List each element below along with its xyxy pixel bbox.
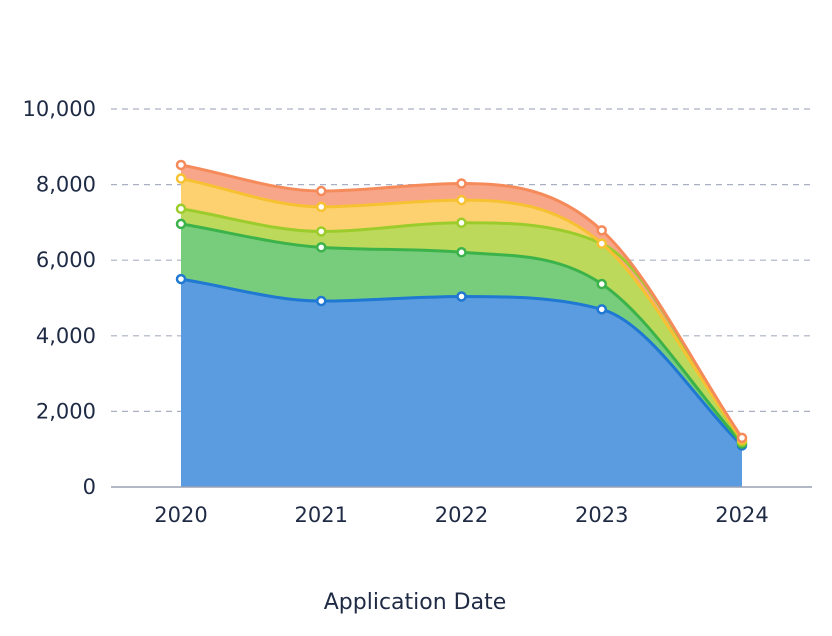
y-tick-label: 10,000	[23, 97, 96, 121]
y-tick-label: 6,000	[36, 248, 96, 272]
data-point	[598, 280, 606, 288]
data-point	[317, 227, 325, 235]
data-point	[177, 275, 185, 283]
x-tick-label: 2024	[715, 503, 768, 527]
data-point	[458, 196, 466, 204]
data-point	[317, 187, 325, 195]
data-point	[458, 248, 466, 256]
data-point	[458, 292, 466, 300]
data-point	[458, 179, 466, 187]
data-point	[458, 219, 466, 227]
x-tick-label: 2020	[154, 503, 207, 527]
x-tick-label: 2021	[295, 503, 348, 527]
data-point	[177, 161, 185, 169]
data-point	[317, 203, 325, 211]
data-point	[177, 175, 185, 183]
x-tick-label: 2022	[435, 503, 488, 527]
area-series-group	[181, 165, 742, 487]
x-axis-title: Application Date	[324, 590, 507, 615]
data-point	[317, 243, 325, 251]
data-point	[598, 226, 606, 234]
x-tick-label: 2023	[575, 503, 628, 527]
data-point	[177, 220, 185, 228]
y-tick-label: 2,000	[36, 399, 96, 423]
y-tick-label: 4,000	[36, 324, 96, 348]
data-point	[317, 297, 325, 305]
y-tick-label: 0	[83, 475, 96, 499]
chart-canvas: 0 2,000 4,000 6,000 8,000 10,000 2020 2021 2022 2…	[0, 0, 832, 636]
stacked-area-chart: 0 2,000 4,000 6,000 8,000 10,000 2020 2021 2022 2…	[0, 0, 832, 636]
data-point	[177, 205, 185, 213]
data-point	[598, 305, 606, 313]
y-tick-label: 8,000	[36, 173, 96, 197]
data-point	[598, 240, 606, 248]
data-point	[738, 434, 746, 442]
